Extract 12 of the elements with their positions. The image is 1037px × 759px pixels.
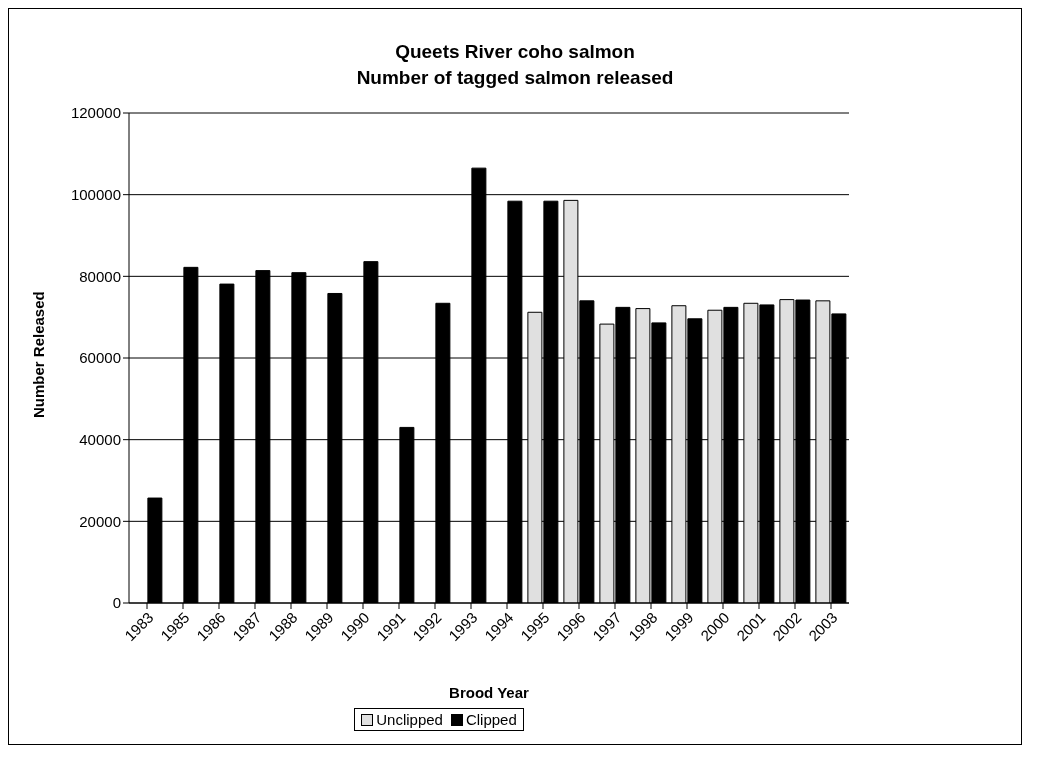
y-tick-label: 100000 — [70, 185, 121, 203]
x-axis-title: Brood Year — [449, 684, 530, 701]
chart-title: Queets River coho salmon Number of tagged salmon released — [355, 40, 675, 90]
y-axis-title: Number Released — [30, 291, 48, 418]
y-tick-label: 120000 — [70, 104, 121, 122]
y-tick-label: 80000 — [79, 267, 121, 285]
y-tick-label: 0 — [112, 594, 121, 612]
y-tick-label: 20000 — [79, 512, 121, 530]
y-tick-label: 60000 — [79, 349, 121, 367]
y-tick-label: 40000 — [79, 430, 121, 448]
legend-label: Clipped — [464, 711, 517, 728]
legend-label: Unclipped — [375, 711, 443, 728]
